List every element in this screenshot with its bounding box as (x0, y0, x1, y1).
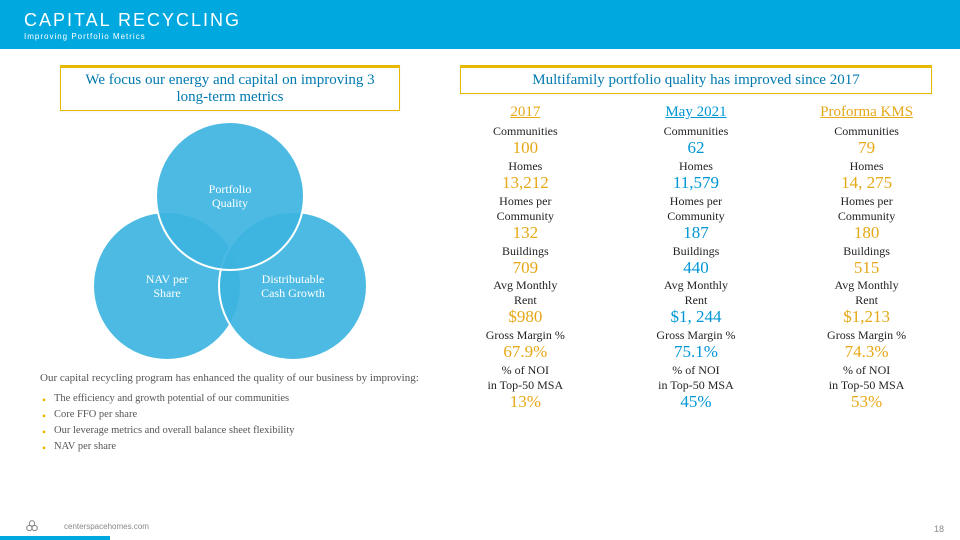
metric-label: % of NOIin Top-50 MSA (615, 363, 778, 393)
metric-value: 67.9% (444, 343, 607, 361)
venn-circle-quality: Portfolio Quality (155, 121, 305, 271)
metric-label: Homes perCommunity (444, 194, 607, 224)
venn-diagram: NAV per Share Distributable Cash Growth … (80, 121, 380, 361)
metric-value: 75.1% (615, 343, 778, 361)
bullet-item: Core FFO per share (40, 407, 420, 423)
metrics-column: Proforma KMS Communities79 Homes14, 275 Hom… (781, 104, 952, 411)
metric-label: Gross Margin % (615, 328, 778, 343)
bullet-item: Our leverage metrics and overall balance… (40, 423, 420, 439)
metric-label: Homes perCommunity (615, 194, 778, 224)
metric-value: $980 (444, 308, 607, 326)
metrics-column: 2017 Communities100 Homes13,212 Homes perCo… (440, 104, 611, 411)
left-callout: We focus our energy and capital on impro… (60, 65, 400, 111)
metric-label: Homes (785, 159, 948, 174)
column-header: Proforma KMS (785, 104, 948, 121)
metric-label: Homes (444, 159, 607, 174)
bullet-item: The efficiency and growth potential of o… (40, 391, 420, 407)
right-callout: Multifamily portfolio quality has improv… (460, 65, 932, 94)
metric-value: 187 (615, 224, 778, 242)
footer-url: centerspacehomes.com (64, 522, 149, 531)
metric-label: Avg MonthlyRent (444, 278, 607, 308)
metric-label: % of NOIin Top-50 MSA (785, 363, 948, 393)
column-header: May 2021 (615, 104, 778, 121)
metric-label: Homes (615, 159, 778, 174)
metrics-columns: 2017Communities100Homes13,212Homes perCo… (440, 104, 952, 411)
metric-label: Communities (785, 124, 948, 139)
logo-icon (24, 518, 40, 534)
metric-value: 13,212 (444, 174, 607, 192)
metric-label: Communities (444, 124, 607, 139)
metric-label: Communities (615, 124, 778, 139)
metric-label: Buildings (444, 244, 607, 259)
metric-value: 11,579 (615, 174, 778, 192)
page-title: CAPITAL RECYCLING (24, 10, 936, 31)
left-panel: We focus our energy and capital on impro… (0, 49, 440, 527)
metric-value: 62 (615, 139, 778, 157)
column-header: 2017 (444, 104, 607, 121)
metric-label: Buildings (615, 244, 778, 259)
metric-value: 45% (615, 393, 778, 411)
metric-value: 14, 275 (785, 174, 948, 192)
content-area: We focus our energy and capital on impro… (0, 49, 960, 527)
footer: centerspacehomes.com (0, 518, 960, 534)
metric-label: % of NOIin Top-50 MSA (444, 363, 607, 393)
footer-accent-bar (0, 536, 110, 540)
page-number: 18 (934, 524, 944, 534)
metric-label: Avg MonthlyRent (785, 278, 948, 308)
metric-value: 53% (785, 393, 948, 411)
metric-value: 13% (444, 393, 607, 411)
bullet-list: The efficiency and growth potential of o… (40, 391, 420, 454)
page-subtitle: Improving Portfolio Metrics (24, 32, 936, 41)
metric-value: $1, 244 (615, 308, 778, 326)
metric-value: 515 (785, 259, 948, 277)
metric-value: $1,213 (785, 308, 948, 326)
metric-label: Homes perCommunity (785, 194, 948, 224)
metric-value: 440 (615, 259, 778, 277)
header-bar: CAPITAL RECYCLING Improving Portfolio Me… (0, 0, 960, 49)
metric-label: Gross Margin % (444, 328, 607, 343)
metric-value: 74.3% (785, 343, 948, 361)
metric-label: Gross Margin % (785, 328, 948, 343)
right-panel: Multifamily portfolio quality has improv… (440, 49, 960, 527)
bullet-item: NAV per share (40, 439, 420, 455)
metric-value: 132 (444, 224, 607, 242)
metrics-column: May 2021 Communities62 Homes11,579 Homes pe… (611, 104, 782, 411)
metric-value: 79 (785, 139, 948, 157)
intro-paragraph: Our capital recycling program has enhanc… (40, 371, 420, 385)
metric-label: Buildings (785, 244, 948, 259)
metric-label: Avg MonthlyRent (615, 278, 778, 308)
metric-value: 180 (785, 224, 948, 242)
metric-value: 709 (444, 259, 607, 277)
metric-value: 100 (444, 139, 607, 157)
